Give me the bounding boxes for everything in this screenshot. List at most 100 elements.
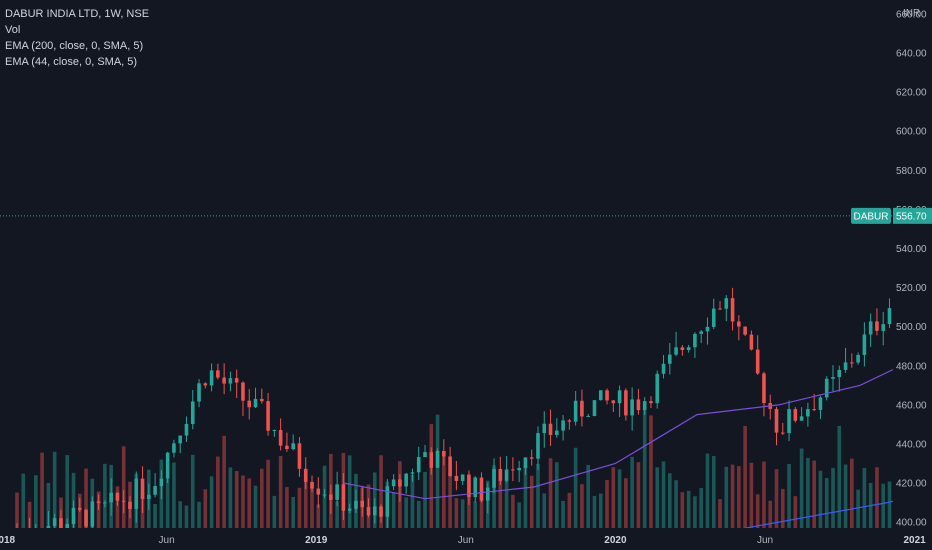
volume-bar xyxy=(209,476,214,528)
volume-bar xyxy=(850,458,854,528)
volume-bar xyxy=(260,468,264,528)
candle-body xyxy=(329,494,333,500)
candle-body xyxy=(140,478,145,499)
candle-body xyxy=(103,502,107,504)
volume-bar xyxy=(875,467,879,528)
volume-bar xyxy=(454,498,459,528)
volume-bar xyxy=(234,471,239,528)
candle-body xyxy=(799,416,804,421)
candle-body xyxy=(404,473,408,487)
volume-bar xyxy=(27,501,32,528)
volume-bar xyxy=(34,475,38,528)
volume-bar xyxy=(253,485,258,528)
candle-body xyxy=(121,500,126,502)
volume-bar xyxy=(536,463,540,528)
volume-bar xyxy=(435,414,440,528)
volume-bar xyxy=(52,451,57,528)
volume-bar xyxy=(272,495,277,528)
candle-body xyxy=(234,378,239,383)
volume-bar xyxy=(115,486,120,528)
symbol-title[interactable]: DABUR INDIA LTD, 1W, NSE xyxy=(5,8,150,20)
candle-body xyxy=(843,362,848,370)
volume-bar xyxy=(21,473,26,528)
candle-body xyxy=(737,321,741,327)
candle-body xyxy=(561,420,565,431)
volume-bar xyxy=(680,492,685,528)
volume-bar xyxy=(705,453,710,528)
candle-body xyxy=(774,408,779,433)
ema200-indicator-label[interactable]: EMA (200, close, 0, SMA, 5) xyxy=(5,40,144,52)
candle-body xyxy=(485,487,490,501)
candle-body xyxy=(291,443,295,450)
volume-bar xyxy=(686,490,691,528)
x-tick-label: Jun xyxy=(458,535,474,546)
price-axis-bg[interactable] xyxy=(893,0,932,550)
volume-bar xyxy=(40,452,44,528)
candle-body xyxy=(423,452,427,458)
candle-body xyxy=(354,500,358,509)
candle-body xyxy=(517,467,521,471)
candle-body xyxy=(335,484,339,500)
y-tick-label: 520.00 xyxy=(896,283,927,294)
candle-body xyxy=(529,457,534,459)
volume-bar xyxy=(460,499,465,528)
volume-bar xyxy=(831,467,835,528)
y-tick-label: 500.00 xyxy=(896,322,927,333)
volume-bar xyxy=(303,475,308,528)
volume-bar xyxy=(573,447,578,528)
volume-bar xyxy=(881,483,886,528)
last-price-tag: DABUR 556.70 xyxy=(851,207,932,224)
volume-bar xyxy=(837,425,842,528)
candle-body xyxy=(711,308,716,327)
candle-body xyxy=(479,477,484,501)
candle-body xyxy=(379,506,383,517)
volume-bar xyxy=(423,471,427,528)
candle-body xyxy=(197,383,201,402)
x-tick-label: 2020 xyxy=(604,535,627,546)
candle-body xyxy=(115,492,120,501)
volume-bar xyxy=(699,487,703,528)
volume-bar xyxy=(523,466,528,528)
volume-bar xyxy=(787,464,791,528)
volume-bar xyxy=(203,489,208,528)
candle-body xyxy=(806,409,810,417)
candle-body xyxy=(322,494,327,496)
candle-body xyxy=(303,468,308,482)
candle-body xyxy=(831,377,835,379)
candle-body xyxy=(278,430,283,446)
volume-bar xyxy=(774,469,779,528)
candle-body xyxy=(360,500,365,508)
volume-bar xyxy=(598,493,603,528)
candle-body xyxy=(680,347,685,350)
volume-bar xyxy=(806,457,810,528)
volume-bar xyxy=(636,462,641,528)
candle-body xyxy=(203,383,208,386)
candle-body xyxy=(266,401,270,431)
candle-body xyxy=(674,347,678,355)
candle-body xyxy=(247,400,252,408)
volume-bar xyxy=(404,497,408,528)
volume-bar xyxy=(492,465,496,528)
ema44-line xyxy=(343,350,932,500)
candle-body xyxy=(686,347,691,350)
volume-bar xyxy=(84,468,88,528)
candle-body xyxy=(586,415,590,417)
ema44-indicator-label[interactable]: EMA (44, close, 0, SMA, 5) xyxy=(5,56,138,68)
candle-body xyxy=(159,478,164,487)
candle-body xyxy=(611,400,616,404)
candle-body xyxy=(649,401,653,404)
candle-body xyxy=(448,456,452,476)
volume-bar xyxy=(103,463,107,528)
candle-body xyxy=(184,423,189,436)
volume-bars xyxy=(15,410,932,528)
symbol-tag xyxy=(851,207,891,224)
volume-bar xyxy=(824,477,829,528)
volume-bar xyxy=(730,464,735,528)
x-tick-label: Jun xyxy=(159,535,175,546)
volume-indicator-label[interactable]: Vol xyxy=(5,24,21,36)
volume-bar xyxy=(316,504,321,528)
candle-body xyxy=(96,501,101,504)
time-axis-bg[interactable] xyxy=(0,528,932,550)
volume-bar xyxy=(548,458,553,528)
